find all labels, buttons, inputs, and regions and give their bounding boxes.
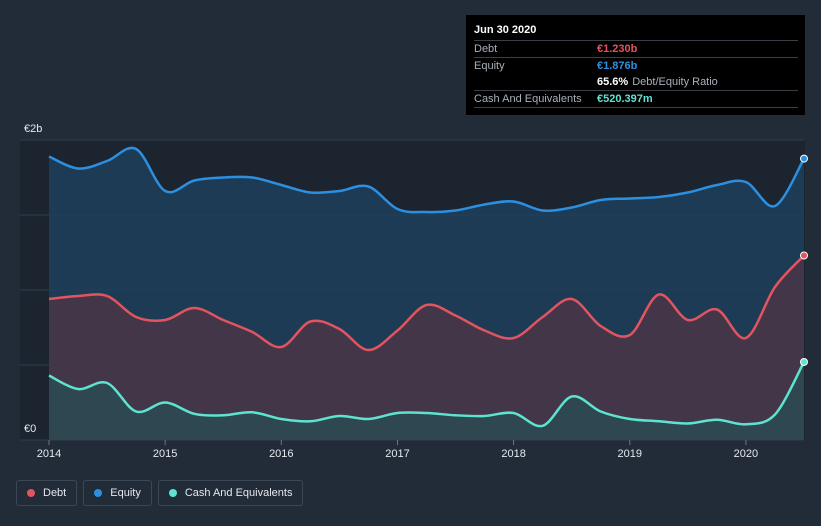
x-tick-label: 2018 xyxy=(501,448,525,460)
y-tick-label: €0 xyxy=(24,423,36,435)
tooltip-row-debt: Debt €1.230b xyxy=(474,40,798,57)
debt-line xyxy=(48,254,805,352)
cash-dot-icon xyxy=(168,489,177,497)
legend-item-debt[interactable]: Debt xyxy=(16,480,78,506)
legend-item-cash[interactable]: Cash And Equivalents xyxy=(157,480,304,506)
cash-and-equivalents-line xyxy=(48,361,806,428)
y-tick-label: €2b xyxy=(24,123,42,135)
tooltip-debt-label: Debt xyxy=(474,43,498,55)
tooltip-cash-value: €520.397m xyxy=(597,93,653,105)
equity-end-marker xyxy=(800,154,808,163)
legend-cash-label: Cash And Equivalents xyxy=(184,487,293,499)
tooltip-row-cash: Cash And Equivalents €520.397m xyxy=(474,90,798,108)
x-tick-label: 2019 xyxy=(618,448,642,460)
tooltip-equity-value: €1.876b xyxy=(597,60,638,72)
cash-and-equivalents-area xyxy=(49,361,804,440)
debt-area xyxy=(49,255,804,440)
tooltip-date: Jun 30 2020 xyxy=(474,24,537,36)
tooltip-row-equity: Equity €1.876b xyxy=(474,57,798,74)
x-tick-label: 2014 xyxy=(37,448,61,460)
tooltip-ratio-value: 65.6% xyxy=(597,76,629,88)
series-end-markers xyxy=(800,154,808,366)
tooltip-row-ratio: 65.6% Debt/Equity Ratio xyxy=(474,74,798,90)
tooltip-equity-label: Equity xyxy=(474,60,505,72)
x-tick-label: 2015 xyxy=(153,448,177,460)
debt-dot-icon xyxy=(27,489,35,497)
equity-line xyxy=(48,146,806,214)
legend-item-equity[interactable]: Equity xyxy=(83,480,152,506)
series-lines xyxy=(48,146,806,428)
tooltip-cash-label: Cash And Equivalents xyxy=(474,93,582,105)
x-tick-label: 2017 xyxy=(385,448,409,460)
x-tick-label: 2016 xyxy=(269,448,293,460)
data-tooltip: Jun 30 2020 Debt €1.230b Equity €1.876b … xyxy=(466,15,805,115)
equity-dot-icon xyxy=(94,489,103,497)
x-tick-label: 2020 xyxy=(734,448,758,460)
legend-equity-label: Equity xyxy=(110,487,141,499)
tooltip-debt-value: €1.230b xyxy=(597,43,638,55)
series-areas xyxy=(49,147,804,441)
debt-end-marker xyxy=(800,251,808,260)
y-axis-ticks: €2b €0 xyxy=(24,123,42,435)
legend-debt-label: Debt xyxy=(43,487,67,499)
chart-legend: Debt Equity Cash And Equivalents xyxy=(16,480,309,506)
x-axis-ticks: 2014 2015 2016 2017 2018 2019 2020 xyxy=(37,440,758,460)
tooltip-ratio-label: Debt/Equity Ratio xyxy=(632,76,718,88)
cash-and-equivalents-end-marker xyxy=(800,357,808,366)
